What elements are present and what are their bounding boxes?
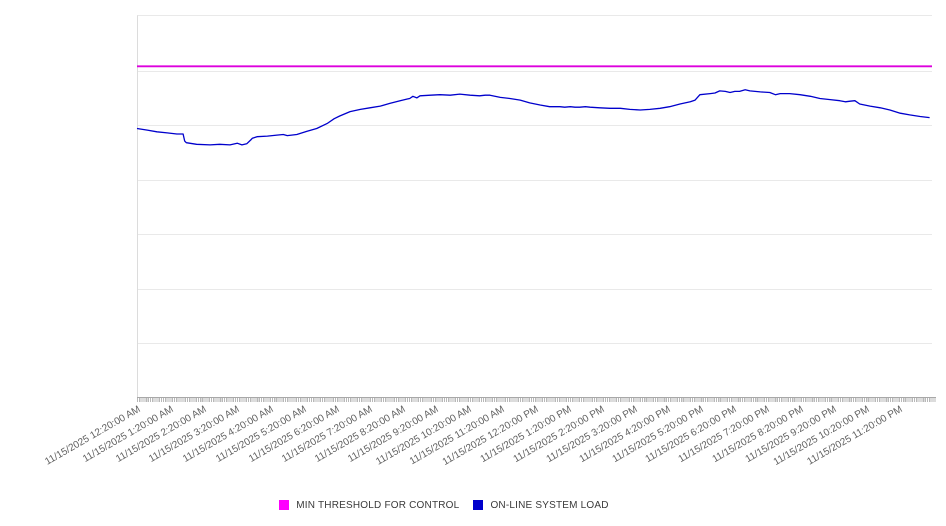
gridline [138,288,932,290]
gridline [138,125,932,127]
legend-swatch-threshold-icon [279,500,290,510]
x-axis-line [137,397,936,403]
legend-item-load[interactable]: ON-LINE SYSTEM LOAD [473,499,609,511]
legend-swatch-load-icon [473,500,484,510]
gridline [138,179,932,181]
gridline [138,70,932,72]
legend-item-threshold[interactable]: MIN THRESHOLD FOR CONTROL [279,500,459,511]
gridline [138,234,932,236]
legend-label-threshold: MIN THRESHOLD FOR CONTROL [296,499,460,511]
legend-label-load: ON-LINE SYSTEM LOAD [490,499,609,511]
gridline [138,343,932,345]
plot-area [137,15,932,397]
legend: MIN THRESHOLD FOR CONTROL ON-LINE SYSTEM… [0,497,888,513]
